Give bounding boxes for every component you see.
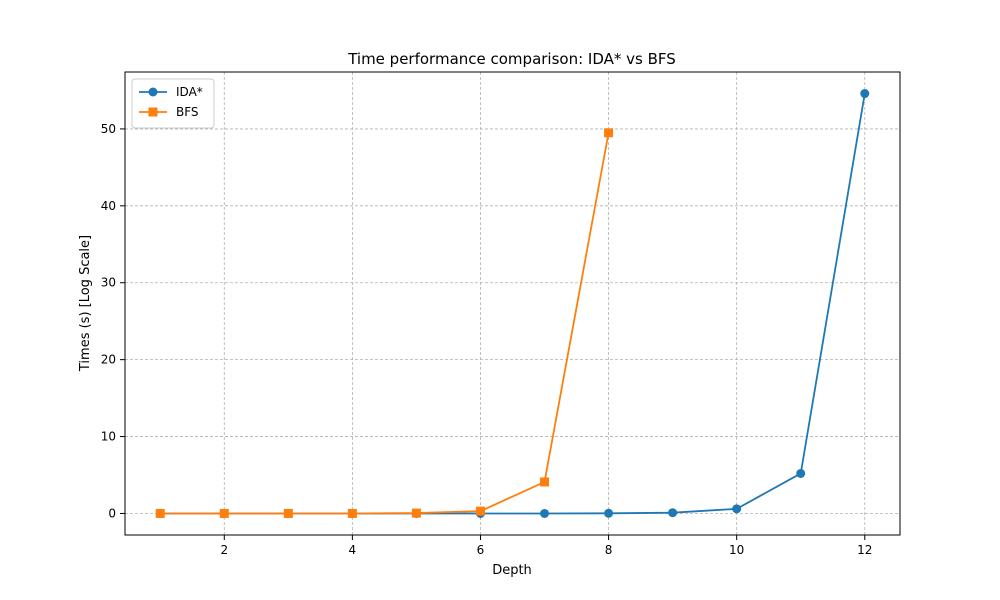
legend: IDA* BFS [131,78,215,129]
data-point [732,504,742,514]
data-point [475,506,485,516]
data-point [604,508,614,518]
series-bfs [155,128,614,518]
x-tick-label: 6 [477,543,485,557]
data-point [540,508,550,518]
x-tick-label: 4 [349,543,357,557]
data-point [283,508,293,518]
data-point [860,89,870,99]
legend-label: BFS [176,105,199,119]
legend-marker [148,87,158,97]
y-tick-label: 40 [101,199,116,213]
series-line [160,132,610,515]
data-point [604,128,614,138]
y-tick-label: 10 [101,430,116,444]
x-tick-label: 2 [220,543,228,557]
legend-entry: IDA* [139,85,203,99]
data-point [668,508,678,518]
data-point [411,508,421,518]
x-tick-label: 8 [605,543,613,557]
data-point [540,477,550,487]
y-tick-label: 20 [101,353,116,367]
series-layer [155,89,870,518]
legend-entry: BFS [139,105,199,119]
x-tick-label: 12 [857,543,872,557]
grid [125,72,900,535]
x-tick-label: 10 [729,543,744,557]
y-tick-label: 50 [101,122,116,136]
x-axis-label: Depth [492,563,532,578]
data-point [796,468,806,478]
series-line [160,93,866,515]
plot-area [124,71,901,536]
y-axis-label: Times (s) [Log Scale] [78,235,93,372]
y-axis-ticks: 0 10 20 30 40 50 [101,122,125,520]
legend-label: IDA* [176,85,203,99]
legend-marker [148,107,158,117]
y-tick-label: 0 [108,506,116,520]
x-axis-ticks: 2 4 6 8 10 12 [220,535,872,557]
series-ida-star [155,89,870,518]
chart-title: Time performance comparison: IDA* vs BFS [347,50,676,68]
data-point [347,508,357,518]
data-point [219,508,229,518]
data-point [155,508,165,518]
y-tick-label: 30 [101,276,116,290]
